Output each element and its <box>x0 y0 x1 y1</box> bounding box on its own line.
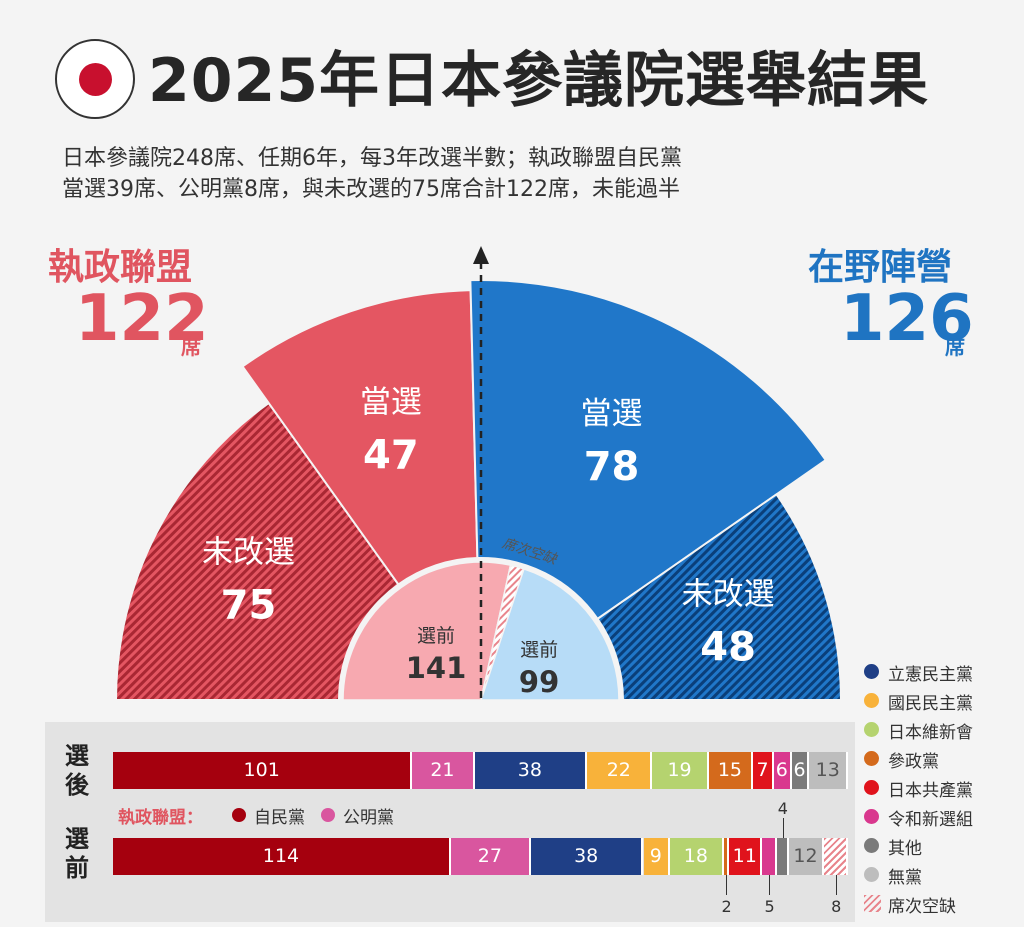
coalition-note-label: 執政聯盟： <box>118 808 203 828</box>
legend-label: 令和新選組 <box>888 810 973 830</box>
inner-wedge-opp_pre <box>480 567 620 701</box>
opposition-seat-unit: 席 <box>945 335 965 359</box>
legend-label: 其他 <box>888 839 922 859</box>
ldp-dot-icon <box>232 808 246 822</box>
legend-dot-icon <box>864 693 879 708</box>
inner-label-ruling_pre: 選前 <box>417 625 455 647</box>
legend-label: 立憲民主黨 <box>888 665 973 685</box>
komeito-dot-icon <box>321 808 335 822</box>
wedge-value-opp_unchanged: 48 <box>700 624 756 670</box>
bar-after-seg-6: 7 <box>753 752 774 789</box>
legend-label: 席次空缺 <box>888 897 956 917</box>
row-label-before: 選前 <box>65 825 89 882</box>
wedge-ruling_unchanged <box>114 401 400 701</box>
wedge-opp_unchanged <box>596 492 843 701</box>
wedge-opp_elected <box>469 279 828 621</box>
inner-label-opp_pre: 選前 <box>520 639 558 661</box>
legend-label: 參政黨 <box>888 752 939 772</box>
legend-label: 日本維新會 <box>888 723 973 743</box>
ruling-seat-total: 122 <box>75 282 209 356</box>
bar-after-seg-1: 21 <box>412 752 475 789</box>
callout-value-1: 5 <box>764 897 775 916</box>
callout-value-0: 2 <box>721 897 732 916</box>
callout-line-2 <box>782 818 784 838</box>
japan-flag-icon <box>55 39 135 119</box>
flag-sun <box>79 63 112 96</box>
legend-dot-icon <box>864 722 879 737</box>
majority-arrow-icon <box>473 246 489 264</box>
bar-before-seg-5 <box>723 838 730 875</box>
wedge-ruling_elected <box>241 289 479 586</box>
vacancy-hatch-icon <box>864 895 881 912</box>
legend-dot-icon <box>864 780 879 795</box>
legend-label: 國民民主黨 <box>888 694 973 714</box>
bar-after-seg-9: 13 <box>809 752 848 789</box>
legend-dot-icon <box>864 664 879 679</box>
bar-before-seg-6: 11 <box>729 838 763 875</box>
bar-before-seg-0: 114 <box>113 838 451 875</box>
legend-dot-icon <box>864 838 879 853</box>
semicircle-outer-ring <box>114 279 843 701</box>
wedge-label-opp_unchanged: 未改選 <box>682 576 775 612</box>
callout-line-0 <box>726 875 728 895</box>
legend-label: 日本共產黨 <box>888 781 973 801</box>
bar-before-seg-9: 12 <box>788 838 825 875</box>
callout-line-1 <box>769 875 771 895</box>
bar-after-seg-3: 22 <box>587 752 653 789</box>
opposition-title: 在野陣營 <box>808 247 953 288</box>
wedge-value-ruling_elected: 47 <box>363 433 419 479</box>
coalition-note-ldp: 自民黨 <box>254 808 305 828</box>
bar-before-seg-1: 27 <box>450 838 531 875</box>
wedge-label-ruling_elected: 當選 <box>360 385 422 421</box>
callout-value-3: 8 <box>831 897 842 916</box>
inner-value-opp_pre: 99 <box>519 665 559 699</box>
subtitle-line-2: 當選39席、公明黨8席，與未改選的75席合計122席，未能過半 <box>62 177 680 202</box>
semicircle-inner-ring <box>342 561 620 701</box>
bar-before-seg-8 <box>776 838 789 875</box>
wedge-value-opp_elected: 78 <box>584 444 640 490</box>
legend-label: 無黨 <box>888 868 922 888</box>
inner-value-ruling_pre: 141 <box>406 651 467 685</box>
callout-line-3 <box>836 875 838 895</box>
wedge-label-opp_elected: 當選 <box>581 396 643 432</box>
bar-after-seg-0: 101 <box>113 752 413 789</box>
page-title: 2025年日本參議院選舉結果 <box>148 46 929 116</box>
bar-after-seg-4: 19 <box>652 752 709 789</box>
bar-after-seg-2: 38 <box>474 752 588 789</box>
ruling-coalition-title: 執政聯盟 <box>48 247 193 288</box>
coalition-note-komeito: 公明黨 <box>343 808 394 828</box>
row-label-after: 選後 <box>65 742 89 799</box>
bar-before-seg-10 <box>824 838 848 875</box>
wedge-label-ruling_unchanged: 未改選 <box>202 534 295 570</box>
bar-before-seg-2: 38 <box>530 838 644 875</box>
bar-after-seg-8: 6 <box>791 752 810 789</box>
legend-dot-icon <box>864 751 879 766</box>
legend-dot-icon <box>864 867 879 882</box>
bar-before-seg-4: 18 <box>670 838 724 875</box>
bar-before-seg-3: 9 <box>643 838 671 875</box>
subtitle: 日本參議院248席、任期6年，每3年改選半數；執政聯盟自民黨 當選39席、公明黨… <box>62 143 682 205</box>
opposition-seat-total: 126 <box>840 282 974 356</box>
bar-before-seg-7 <box>762 838 777 875</box>
wedge-value-ruling_unchanged: 75 <box>221 582 277 628</box>
callout-value-2: 4 <box>777 799 788 818</box>
subtitle-line-1: 日本參議院248席、任期6年，每3年改選半數；執政聯盟自民黨 <box>62 146 682 171</box>
bar-after-seg-7: 6 <box>773 752 792 789</box>
bar-after-seg-5: 15 <box>708 752 754 789</box>
ruling-seat-unit: 席 <box>181 335 201 359</box>
legend-dot-icon <box>864 809 879 824</box>
